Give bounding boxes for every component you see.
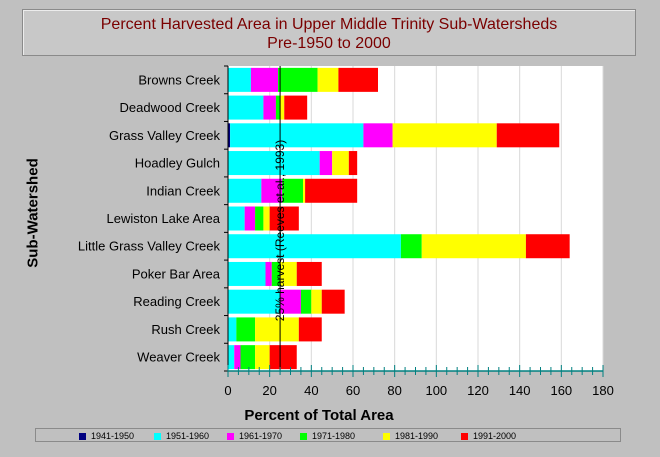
category-label: Hoadley Gulch (135, 156, 220, 171)
bar-segment (236, 317, 256, 342)
bar-segment (228, 67, 251, 92)
bar-segment (265, 261, 272, 286)
bar-segment (338, 67, 378, 92)
legend-item: 1991-2000 (461, 430, 516, 442)
legend-swatch (154, 432, 161, 440)
category-label: Lewiston Lake Area (107, 211, 221, 226)
bar-segment (228, 345, 235, 370)
legend-label: 1951-1960 (166, 431, 210, 441)
bar-segment (228, 261, 266, 286)
legend-label: 1961-1970 (239, 431, 283, 441)
category-label: Grass Valley Creek (109, 128, 221, 143)
bar-segment (261, 178, 283, 203)
y-axis-label: Sub-Watershed (24, 158, 42, 268)
bar-segment (255, 317, 299, 342)
chart-subtitle: Pre-1950 to 2000 (267, 35, 391, 52)
bar-segment (319, 151, 333, 176)
category-label: Indian Creek (146, 183, 220, 198)
legend-item: 1951-1960 (154, 430, 209, 442)
bar-segment (421, 234, 526, 259)
category-label: Little Grass Valley Creek (78, 239, 221, 254)
legend-swatch (300, 432, 307, 440)
bar-segment (278, 67, 318, 92)
category-label: Browns Creek (138, 72, 220, 87)
legend-label: 1941-1950 (91, 431, 135, 441)
bar-segment (263, 206, 270, 231)
bar-segment (228, 234, 401, 259)
bar-segment (311, 289, 322, 314)
bar-segment (230, 123, 364, 148)
bar-segment (303, 178, 306, 203)
reference-line-label: 25% harvest (Reeves et al., 1993) (273, 140, 287, 321)
bar-segment (363, 123, 393, 148)
legend-label: 1991-2000 (473, 431, 517, 441)
bar-segment (228, 289, 281, 314)
bar-segment (280, 289, 301, 314)
bar-segment (234, 345, 241, 370)
bar-segment (228, 317, 237, 342)
chart-title: Percent Harvested Area in Upper Middle T… (100, 16, 558, 33)
legend-item: 1971-1980 (300, 430, 355, 442)
legend-item: 1981-1990 (383, 430, 438, 442)
bar-segment (321, 289, 345, 314)
bar-segment (525, 234, 570, 259)
bar-segment (228, 206, 245, 231)
bar-segment (275, 95, 281, 120)
bar-segment (348, 151, 358, 176)
bar-segment (250, 67, 278, 92)
legend-label: 1971-1980 (312, 431, 356, 441)
x-tick-label: 20 (262, 383, 276, 398)
bar-segment (296, 261, 322, 286)
bar-segment (280, 95, 285, 120)
chart-title-box: Percent Harvested Area in Upper Middle T… (22, 9, 636, 56)
bar-segment (263, 95, 276, 120)
legend-swatch (79, 432, 86, 440)
legend-swatch (383, 432, 390, 440)
bar-segment (298, 317, 322, 342)
bar-segment (305, 178, 358, 203)
category-label: Rush Creek (151, 322, 220, 337)
bar-segment (332, 151, 349, 176)
bar-segment (228, 95, 264, 120)
category-label: Weaver Creek (137, 350, 220, 365)
x-axis-label: Percent of Total Area (244, 407, 394, 424)
x-tick-label: 60 (346, 383, 360, 398)
bar-segment (240, 345, 256, 370)
bar-segment (228, 151, 320, 176)
legend-label: 1981-1990 (395, 431, 439, 441)
bar-segment (255, 345, 270, 370)
bar-segment (284, 95, 308, 120)
x-tick-label: 160 (550, 383, 572, 398)
bar-segment (282, 178, 303, 203)
bar-segment (496, 123, 560, 148)
x-tick-label: 180 (592, 383, 614, 398)
category-label: Reading Creek (133, 294, 220, 309)
bar-segment (269, 206, 299, 231)
bar-segment (280, 261, 297, 286)
legend-item: 1941-1950 (79, 430, 134, 442)
bar-segment (244, 206, 256, 231)
legend: 1941-1950 1951-1960 1961-1970 1971-1980 1981… (35, 428, 621, 442)
x-tick-label: 40 (304, 383, 318, 398)
bar-segment (271, 261, 281, 286)
legend-swatch (461, 432, 468, 440)
x-tick-label: 120 (467, 383, 489, 398)
bar-segment (400, 234, 422, 259)
bar-segment (317, 67, 339, 92)
bar-segment (300, 289, 312, 314)
bar-segment (255, 206, 264, 231)
x-tick-label: 100 (425, 383, 447, 398)
category-label: Poker Bar Area (132, 266, 221, 281)
x-tick-label: 140 (509, 383, 531, 398)
legend-swatch (227, 432, 234, 440)
bar-segment (228, 178, 262, 203)
legend-item: 1961-1970 (227, 430, 282, 442)
x-tick-label: 80 (387, 383, 401, 398)
bar-segment (392, 123, 497, 148)
category-label: Deadwood Creek (120, 100, 221, 115)
bar-segment (269, 345, 297, 370)
bar-segment (228, 123, 231, 148)
x-tick-label: 0 (224, 383, 231, 398)
